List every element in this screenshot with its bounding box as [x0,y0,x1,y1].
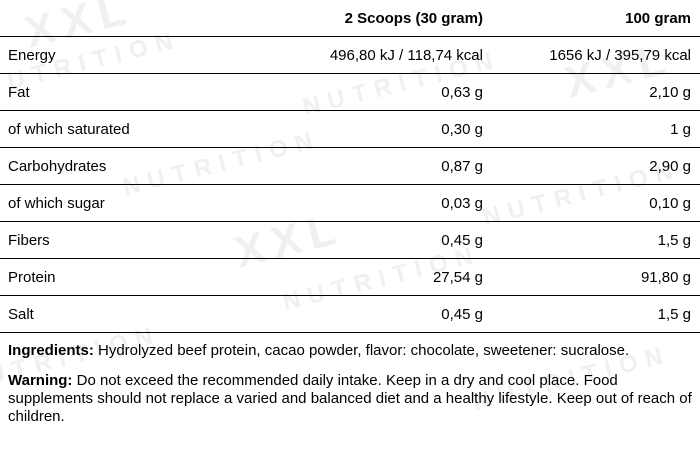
ingredients-paragraph: Ingredients: Hydrolyzed beef protein, ca… [8,342,692,360]
value-per-100g: 91,80 g [492,258,700,296]
nutrient-subname: of which sugar [0,184,263,222]
value-per-serving: 0,03 g [263,184,492,222]
nutrient-name: Salt [0,295,263,333]
product-notes: Ingredients: Hydrolyzed beef protein, ca… [0,333,700,426]
table-row: Carbohydrates 0,87 g 2,90 g [0,147,700,185]
nutrient-subname: of which saturated [0,110,263,148]
value-per-100g: 2,10 g [492,73,700,111]
nutrient-name: Protein [0,258,263,296]
value-per-serving: 0,45 g [263,295,492,333]
table-row: of which saturated 0,30 g 1 g [0,110,700,148]
table-row: Fibers 0,45 g 1,5 g [0,221,700,259]
value-per-serving: 27,54 g [263,258,492,296]
table-row: Salt 0,45 g 1,5 g [0,295,700,333]
value-per-100g: 1,5 g [492,221,700,259]
table-row: of which sugar 0,03 g 0,10 g [0,184,700,222]
warning-label: Warning: [8,372,73,389]
value-per-serving: 0,45 g [263,221,492,259]
table-row: Protein 27,54 g 91,80 g [0,258,700,296]
nutrient-name: Fat [0,73,263,111]
warning-text: Do not exceed the recommended daily inta… [8,372,692,425]
table-row: Energy 496,80 kJ / 118,74 kcal 1656 kJ /… [0,36,700,74]
nutrition-table: 2 Scoops (30 gram) 100 gram Energy 496,8… [0,0,700,333]
nutrient-name: Energy [0,36,263,74]
header-per-100g: 100 gram [492,0,700,37]
value-per-serving: 0,63 g [263,73,492,111]
value-per-serving: 496,80 kJ / 118,74 kcal [263,36,492,74]
warning-paragraph: Warning: Do not exceed the recommended d… [8,372,692,426]
header-per-serving: 2 Scoops (30 gram) [263,0,492,37]
value-per-100g: 1656 kJ / 395,79 kcal [492,36,700,74]
header-nutrient [0,0,263,37]
value-per-100g: 2,90 g [492,147,700,185]
table-row: Fat 0,63 g 2,10 g [0,73,700,111]
value-per-serving: 0,30 g [263,110,492,148]
nutrient-name: Carbohydrates [0,147,263,185]
value-per-100g: 1,5 g [492,295,700,333]
value-per-serving: 0,87 g [263,147,492,185]
nutrient-name: Fibers [0,221,263,259]
value-per-100g: 0,10 g [492,184,700,222]
table-header-row: 2 Scoops (30 gram) 100 gram [0,0,700,37]
ingredients-text: Hydrolyzed beef protein, cacao powder, f… [93,342,630,359]
nutrition-document: 2 Scoops (30 gram) 100 gram Energy 496,8… [0,0,700,426]
value-per-100g: 1 g [492,110,700,148]
ingredients-label: Ingredients: [8,342,94,359]
